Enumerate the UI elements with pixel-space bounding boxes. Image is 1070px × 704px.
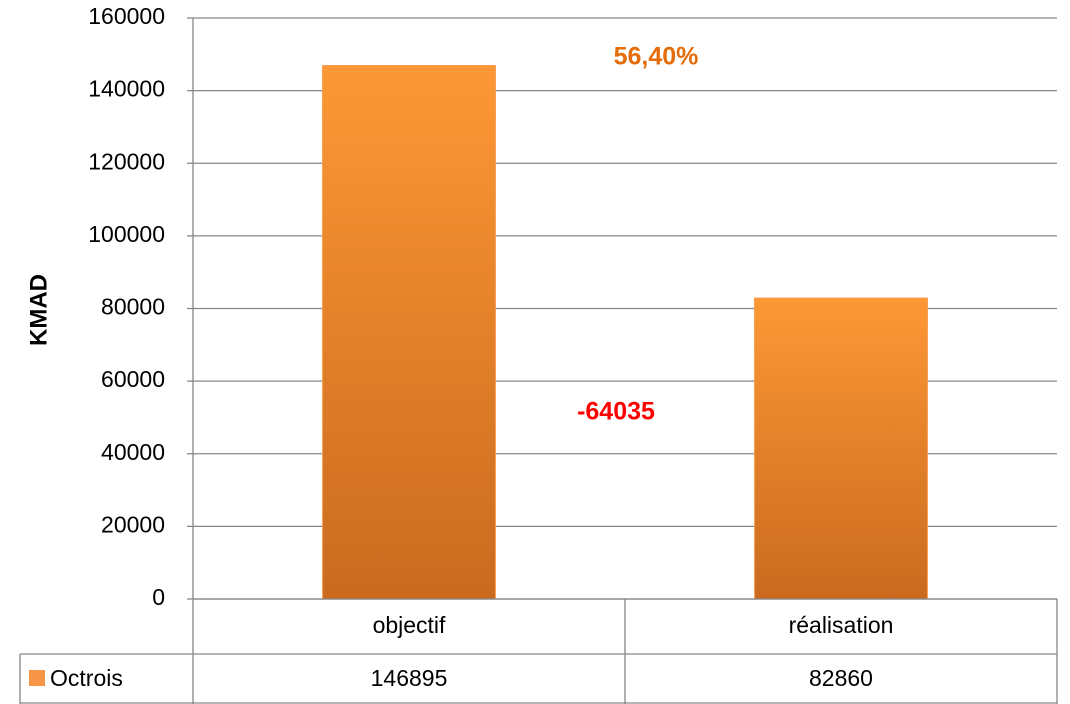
legend-label: Octrois (50, 665, 123, 691)
legend-key (29, 670, 45, 686)
annotation: -64035 (577, 398, 655, 426)
y-tick-label: 140000 (88, 76, 165, 102)
y-tick-label: 100000 (88, 221, 165, 247)
y-tick-label: 120000 (88, 148, 165, 174)
table-value: 146895 (371, 665, 448, 691)
table-value: 82860 (809, 665, 873, 691)
x-tick-label: objectif (373, 612, 446, 638)
x-tick-label: réalisation (789, 612, 894, 638)
bar (754, 297, 928, 600)
bar (322, 65, 496, 600)
y-tick-label: 0 (152, 584, 165, 610)
y-tick-label: 60000 (101, 366, 165, 392)
y-tick-label: 160000 (88, 3, 165, 29)
y-tick-label: 20000 (101, 511, 165, 537)
annotation: 56,40% (614, 43, 699, 71)
y-tick-label: 80000 (101, 294, 165, 320)
y-tick-label: 40000 (101, 439, 165, 465)
y-axis-label: KMAD (25, 274, 52, 346)
